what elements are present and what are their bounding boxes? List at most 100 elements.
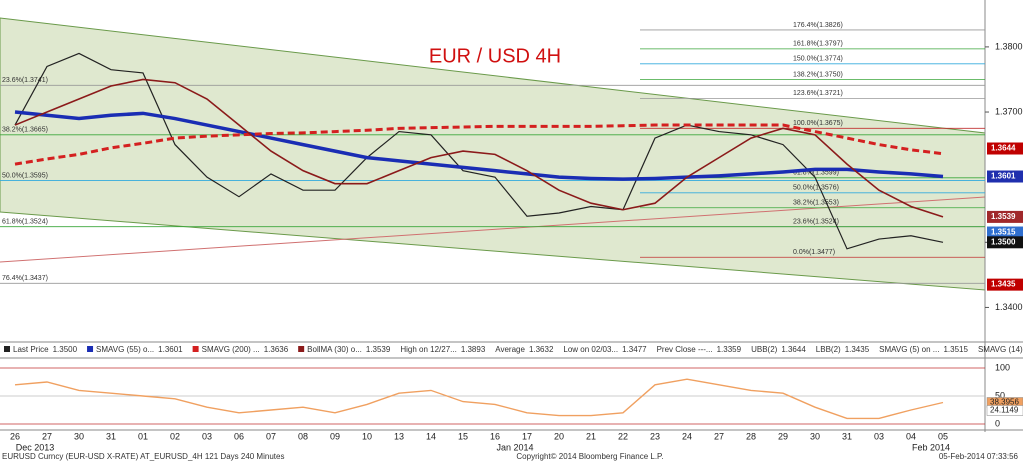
legend-name: UBB(2): [751, 345, 778, 354]
x-tick-label: 27: [42, 431, 52, 441]
osc-tick-label: 0: [995, 418, 1000, 428]
x-tick-label: 14: [426, 431, 436, 441]
legend-name: Prev Close ---...: [657, 345, 713, 354]
month-label: Jan 2014: [496, 442, 533, 452]
x-tick-label: 07: [266, 431, 276, 441]
x-tick-label: 24: [682, 431, 692, 441]
fib-label: 0.0%(1.3477): [793, 249, 835, 256]
price-tag: [987, 170, 1023, 183]
fib-label: 38.2%(1.3665): [2, 127, 48, 134]
fib-label: 61.8%(1.3599): [793, 170, 839, 177]
legend-value: 1.3515: [943, 345, 968, 354]
legend-name: SMAVG (5) on ...: [879, 345, 939, 354]
price-tag-label: 1.3601: [991, 172, 1016, 181]
y-tick-label: 1.3700: [995, 106, 1023, 116]
x-tick-label: 28: [746, 431, 756, 441]
legend-swatch: [4, 346, 10, 352]
fib-label: 150.0%(1.3774): [793, 56, 843, 63]
series-line: [14, 78, 944, 218]
x-tick-label: 03: [202, 431, 212, 441]
series-line: [14, 52, 944, 250]
x-tick-label: 21: [586, 431, 596, 441]
x-tick-label: 02: [170, 431, 180, 441]
fib-label: 176.4%(1.3826): [793, 22, 843, 29]
price-tag: [987, 210, 1023, 223]
footer-left: EURUSD Curncy (EUR-USD X-RATE) AT_EURUSD…: [2, 452, 284, 461]
legend-name: Last Price: [13, 345, 49, 354]
price-tag-label: 1.3644: [991, 144, 1016, 153]
osc-tag-label: 24.1149: [990, 406, 1019, 415]
fib-label: 38.2%(1.3553): [793, 200, 839, 207]
x-tick-label: 31: [106, 431, 116, 441]
x-tick-label: 22: [618, 431, 628, 441]
x-tick-label: 17: [522, 431, 532, 441]
legend-value: 1.3435: [845, 345, 870, 354]
x-tick-label: 27: [714, 431, 724, 441]
series-line: [14, 123, 944, 166]
x-tick-label: 30: [74, 431, 84, 441]
legend-name: BollMA (30) o...: [307, 345, 362, 354]
legend-value: 1.3601: [158, 345, 183, 354]
fib-label: 100.0%(1.3675): [793, 120, 843, 127]
fib-label: 61.8%(1.3524): [2, 219, 48, 226]
price-tag-label: 1.3435: [991, 280, 1016, 289]
price-tag-label: 1.3515: [991, 228, 1016, 237]
x-tick-label: 09: [330, 431, 340, 441]
fib-label: 50.0%(1.3576): [793, 185, 839, 192]
fib-label: 76.4%(1.3437): [2, 275, 48, 282]
legend-swatch: [192, 346, 199, 352]
legend-value: 1.3632: [529, 345, 554, 354]
legend-value: 1.3359: [717, 345, 742, 354]
x-tick-label: 03: [874, 431, 884, 441]
legend-name: SMAVG (14) o...: [978, 345, 1023, 354]
series-line: [14, 110, 944, 181]
price-tag-label: 1.3500: [991, 237, 1016, 246]
legend-swatch: [87, 346, 94, 352]
legend-name: High on 12/27...: [400, 345, 456, 354]
x-tick-label: 20: [554, 431, 564, 441]
oscillator-line: [14, 378, 944, 420]
price-tag: [987, 142, 1023, 155]
x-tick-label: 13: [394, 431, 404, 441]
x-tick-label: 04: [906, 431, 916, 441]
fib-label: 23.6%(1.3741): [2, 77, 48, 84]
x-tick-label: 08: [298, 431, 308, 441]
legend-name: LBB(2): [816, 345, 841, 354]
osc-tag: [986, 405, 1023, 416]
x-tick-label: 15: [458, 431, 468, 441]
fib-label: 23.6%(1.3524): [793, 219, 839, 226]
fib-label: 123.6%(1.3721): [793, 90, 843, 97]
legend-name: SMAVG (200) ...: [202, 345, 260, 354]
x-tick-label: 10: [362, 431, 372, 441]
x-tick-label: 29: [778, 431, 788, 441]
x-tick-label: 23: [650, 431, 660, 441]
x-tick-label: 26: [10, 431, 20, 441]
x-tick-label: 06: [234, 431, 244, 441]
legend-swatch: [298, 346, 305, 352]
osc-tick-label: 100: [995, 362, 1010, 372]
osc-tick-label: 50: [995, 390, 1005, 400]
price-tag: [987, 236, 1023, 249]
x-tick-label: 16: [490, 431, 500, 441]
x-tick-label: 01: [138, 431, 148, 441]
legend-name: SMAVG (55) o...: [96, 345, 154, 354]
legend-value: 1.3500: [53, 345, 78, 354]
legend-value: 1.3644: [781, 345, 806, 354]
x-tick-label: 05: [938, 431, 948, 441]
x-tick-label: 31: [842, 431, 852, 441]
fib-label: 161.8%(1.3797): [793, 41, 843, 48]
month-label: Dec 2013: [16, 442, 55, 452]
legend-value: 1.3636: [264, 345, 289, 354]
footer-right: 05-Feb-2014 07:33:56: [939, 452, 1019, 461]
fib-label: 50.0%(1.3595): [2, 172, 48, 179]
x-tick-label: 30: [810, 431, 820, 441]
legend-value: 1.3539: [366, 345, 391, 354]
footer-center: Copyright© 2014 Bloomberg Finance L.P.: [516, 452, 663, 461]
legend-value: 1.3893: [461, 345, 486, 354]
legend-value: 1.3477: [622, 345, 647, 354]
fib-label: 138.2%(1.3750): [793, 71, 843, 78]
month-label: Feb 2014: [912, 442, 950, 452]
price-tag: [987, 278, 1023, 291]
legend-name: Average: [495, 345, 525, 354]
chart-title: EUR / USD 4H: [429, 45, 561, 67]
